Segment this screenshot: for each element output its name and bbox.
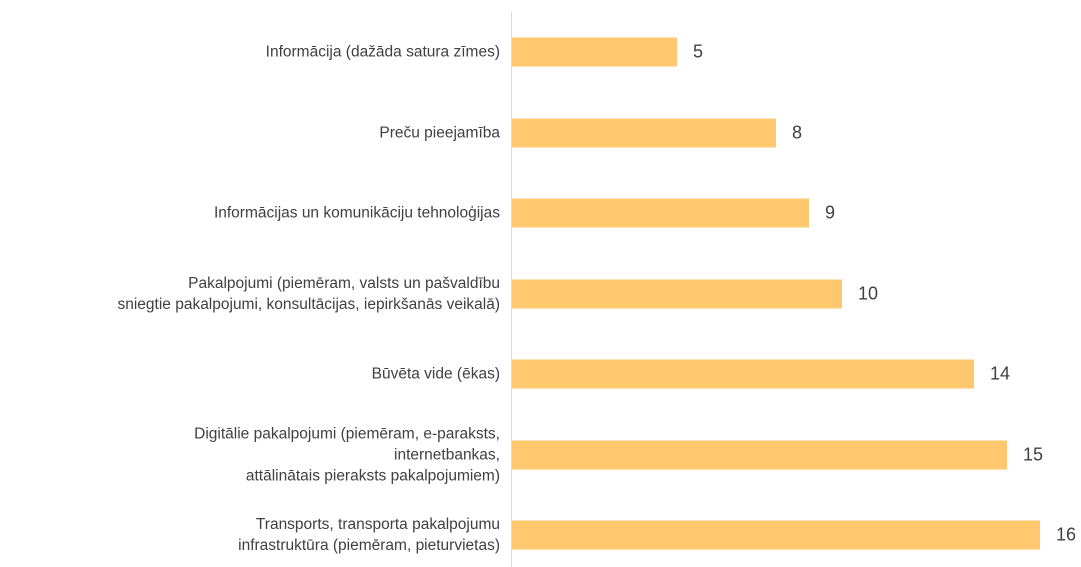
- bar: [512, 279, 842, 308]
- bar: [512, 359, 974, 389]
- category-label: Informācija (dažāda satura zīmes): [265, 43, 500, 61]
- category-label: Būvēta vide (ēkas): [371, 365, 500, 383]
- value-label: 8: [792, 122, 803, 142]
- category-label: Pakalpojumi (piemēram, valsts un pašvald…: [117, 274, 500, 313]
- category-label: Preču pieejamība: [379, 124, 500, 141]
- value-label: 5: [693, 41, 704, 62]
- category-label: Informācijas un komunikāciju tehnoloģija…: [213, 204, 500, 222]
- value-label: 14: [990, 363, 1011, 384]
- bar: [512, 37, 677, 67]
- bar: [512, 520, 1040, 550]
- bar: [512, 118, 776, 147]
- bar: [512, 440, 1007, 469]
- value-label: 16: [1056, 524, 1077, 545]
- value-label: 15: [1023, 444, 1044, 464]
- value-label: 9: [825, 202, 836, 223]
- axis-line: [511, 12, 512, 567]
- category-label: Digitālie pakalpojumi (piemēram, e-parak…: [194, 425, 500, 484]
- value-label: 10: [858, 283, 879, 303]
- bar: [512, 198, 809, 228]
- category-label: Transports, transporta pakalpojumu infra…: [238, 516, 500, 554]
